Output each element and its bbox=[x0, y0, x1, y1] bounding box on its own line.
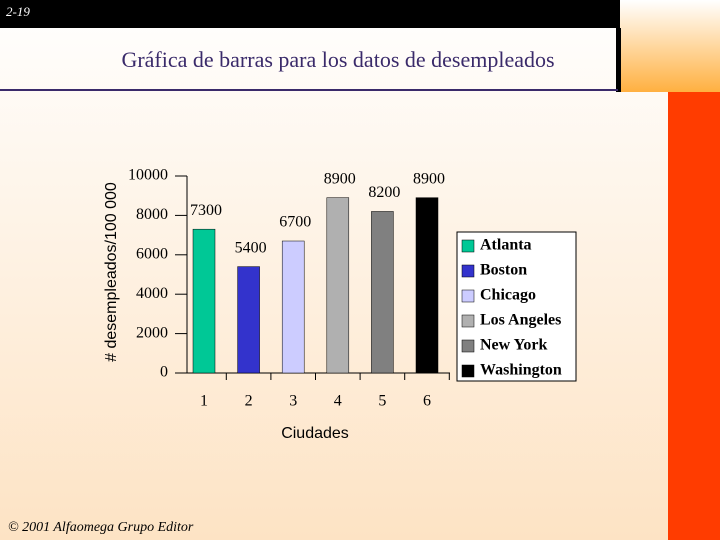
legend-label: Boston bbox=[480, 262, 527, 279]
legend-label: Atlanta bbox=[480, 237, 532, 254]
bar bbox=[237, 266, 260, 374]
bar bbox=[326, 197, 350, 374]
x-tick-label: 5 bbox=[378, 393, 386, 410]
x-tick-label: 1 bbox=[200, 393, 208, 410]
y-tick-label: 8000 bbox=[136, 206, 168, 223]
y-tick-label: 0 bbox=[160, 364, 168, 381]
legend bbox=[456, 231, 577, 382]
y-tick-label: 6000 bbox=[136, 245, 168, 262]
x-tick-label: 3 bbox=[289, 393, 297, 410]
bar bbox=[371, 211, 394, 374]
data-label: 6700 bbox=[279, 214, 311, 231]
slide-number: 2-19 bbox=[6, 4, 30, 19]
data-label: 8900 bbox=[413, 170, 445, 187]
data-label: 8900 bbox=[324, 170, 356, 187]
data-label: 7300 bbox=[190, 202, 222, 219]
legend-swatch bbox=[461, 264, 475, 278]
legend-label: Chicago bbox=[480, 287, 536, 304]
x-tick-label: 2 bbox=[245, 393, 253, 410]
bar bbox=[281, 240, 305, 374]
legend-label: New York bbox=[480, 337, 548, 354]
y-axis-label: # desempleados/100 000 bbox=[103, 182, 120, 362]
legend-swatch bbox=[461, 339, 475, 353]
y-tick-label: 2000 bbox=[136, 324, 168, 341]
y-tick-label: 10000 bbox=[128, 167, 168, 184]
data-label: 8200 bbox=[368, 184, 400, 201]
side-strip bbox=[668, 92, 720, 540]
legend-label: Los Angeles bbox=[480, 312, 561, 329]
bar bbox=[192, 228, 216, 374]
top-bar bbox=[0, 0, 620, 28]
data-label: 5400 bbox=[235, 239, 267, 256]
legend-swatch bbox=[461, 289, 475, 303]
legend-swatch bbox=[461, 239, 475, 253]
legend-label: Washington bbox=[480, 362, 562, 379]
bar bbox=[415, 197, 439, 374]
x-axis-label: Ciudades bbox=[281, 425, 349, 442]
corner-panel bbox=[620, 0, 720, 92]
title-edge bbox=[616, 28, 621, 92]
x-tick-label: 4 bbox=[334, 393, 342, 410]
legend-swatch bbox=[461, 364, 475, 378]
x-tick-label: 6 bbox=[423, 393, 431, 410]
y-tick-label: 4000 bbox=[136, 285, 168, 302]
footer: © 2001 Alfaomega Grupo Editor bbox=[8, 520, 194, 535]
chart-title: Gráfica de barras para los datos de dese… bbox=[121, 47, 554, 72]
legend-swatch bbox=[461, 314, 475, 328]
